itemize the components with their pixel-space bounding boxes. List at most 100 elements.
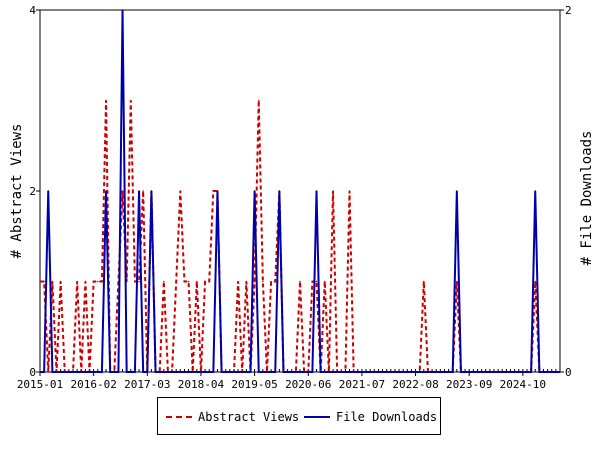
file-downloads-point bbox=[43, 371, 45, 373]
file-downloads-point bbox=[534, 190, 537, 192]
file-downloads-point bbox=[191, 371, 194, 373]
right-axis-title: # File Downloads bbox=[579, 131, 595, 266]
legend-label-abstract-views: Abstract Views bbox=[198, 410, 300, 424]
file-downloads-point bbox=[435, 371, 437, 373]
file-downloads-point bbox=[282, 371, 285, 373]
file-downloads-point bbox=[336, 371, 338, 373]
x-tick-label: 2022-08 bbox=[392, 378, 438, 391]
file-downloads-point bbox=[480, 371, 483, 373]
file-downloads-point bbox=[142, 371, 144, 373]
file-downloads-point bbox=[550, 371, 553, 373]
abstract-views-point bbox=[257, 99, 260, 102]
file-downloads-point bbox=[460, 371, 462, 373]
abstract-views-point bbox=[51, 280, 54, 283]
file-downloads-point bbox=[262, 371, 264, 373]
file-downloads-point bbox=[134, 371, 136, 373]
file-downloads-point bbox=[414, 371, 417, 373]
abstract-views-point bbox=[183, 280, 186, 283]
abstract-views-point bbox=[101, 280, 103, 283]
x-tick-label: 2019-05 bbox=[231, 378, 277, 391]
abstract-views-point bbox=[105, 99, 107, 102]
file-downloads-point bbox=[92, 371, 95, 373]
abstract-views-point bbox=[456, 280, 458, 283]
file-downloads-point bbox=[179, 371, 182, 373]
abstract-views-point bbox=[237, 280, 239, 283]
file-downloads-point bbox=[410, 371, 413, 373]
abstract-views-point bbox=[323, 280, 326, 283]
file-downloads-point bbox=[154, 371, 157, 373]
left-tick-label: 4 bbox=[29, 4, 36, 17]
file-downloads-point bbox=[51, 371, 54, 373]
file-downloads-series bbox=[39, 9, 561, 373]
file-downloads-point bbox=[216, 190, 219, 192]
file-downloads-point bbox=[385, 371, 388, 373]
file-downloads-point bbox=[418, 371, 421, 373]
file-downloads-point bbox=[439, 371, 442, 373]
x-tick-label: 2015-01 bbox=[17, 378, 63, 391]
file-downloads-point bbox=[129, 371, 132, 373]
abstract-views-point bbox=[315, 280, 318, 283]
abstract-views-point bbox=[270, 280, 272, 283]
file-downloads-point bbox=[538, 371, 541, 373]
legend-label-file-downloads: File Downloads bbox=[336, 410, 438, 424]
file-downloads-point bbox=[76, 371, 78, 373]
file-downloads-point bbox=[307, 371, 310, 373]
file-downloads-point bbox=[530, 371, 532, 373]
abstract-views-point bbox=[204, 280, 206, 283]
file-downloads-point bbox=[447, 371, 450, 373]
file-downloads-point bbox=[484, 371, 487, 373]
file-downloads-point bbox=[171, 371, 173, 373]
file-downloads-point bbox=[233, 371, 235, 373]
file-downloads-point bbox=[303, 371, 305, 373]
abstract-views-point bbox=[175, 280, 177, 283]
file-downloads-point bbox=[356, 371, 359, 373]
file-downloads-point bbox=[497, 371, 499, 373]
file-downloads-point bbox=[369, 371, 371, 373]
file-downloads-point bbox=[72, 371, 74, 373]
x-tick-label: 2023-09 bbox=[446, 378, 492, 391]
file-downloads-point bbox=[402, 371, 404, 373]
file-downloads-point bbox=[113, 371, 116, 373]
file-downloads-point bbox=[489, 371, 491, 373]
file-downloads-point bbox=[555, 371, 557, 373]
file-downloads-point bbox=[295, 371, 297, 373]
abstract-views-point bbox=[76, 280, 78, 283]
file-downloads-point bbox=[109, 371, 111, 373]
left-axis-ticks: 0 2 4 bbox=[29, 4, 40, 379]
file-downloads-point bbox=[59, 371, 62, 373]
abstract-views-point bbox=[92, 280, 95, 283]
file-downloads-point bbox=[443, 371, 446, 373]
abstract-views-point bbox=[121, 190, 124, 192]
file-downloads-point bbox=[332, 371, 334, 373]
right-tick-label: 2 bbox=[565, 4, 572, 17]
abstract-views-point bbox=[311, 280, 314, 283]
file-downloads-point bbox=[80, 371, 83, 373]
file-downloads-point bbox=[249, 371, 252, 373]
file-downloads-point bbox=[406, 371, 409, 373]
abstract-views-point bbox=[348, 190, 351, 192]
chart-legend: Abstract Views File Downloads bbox=[157, 397, 441, 435]
file-downloads-point bbox=[270, 371, 272, 373]
left-axis-title: # Abstract Views bbox=[9, 124, 25, 259]
file-downloads-point bbox=[138, 190, 140, 192]
file-downloads-point bbox=[348, 371, 351, 373]
file-downloads-point bbox=[352, 371, 355, 373]
file-downloads-point bbox=[319, 371, 322, 373]
abstract-views-point bbox=[534, 280, 537, 283]
x-tick-label: 2017-03 bbox=[124, 378, 170, 391]
file-downloads-point bbox=[117, 371, 120, 373]
x-tick-label: 2016-02 bbox=[70, 378, 116, 391]
file-downloads-point bbox=[274, 371, 277, 373]
file-downloads-point bbox=[476, 371, 479, 373]
file-downloads-point bbox=[278, 190, 281, 192]
file-downloads-point bbox=[47, 190, 50, 192]
file-downloads-point bbox=[257, 371, 260, 373]
x-tick-label: 2021-07 bbox=[339, 378, 385, 391]
file-downloads-point bbox=[377, 371, 380, 373]
file-downloads-point bbox=[158, 371, 161, 373]
abstract-views-point bbox=[423, 280, 425, 283]
file-downloads-point bbox=[398, 371, 400, 373]
abstract-views-point bbox=[245, 280, 248, 283]
file-downloads-point bbox=[183, 371, 186, 373]
